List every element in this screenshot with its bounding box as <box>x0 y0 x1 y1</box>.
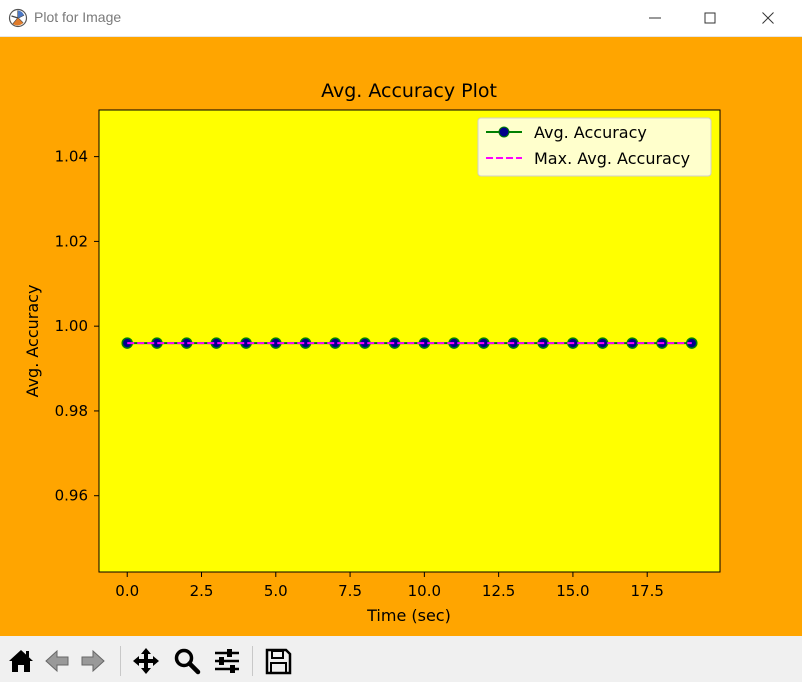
legend: Avg. Accuracy Max. Avg. Accuracy <box>477 117 712 177</box>
maximize-icon <box>704 12 716 24</box>
pan-button[interactable] <box>129 644 163 678</box>
close-icon <box>762 12 774 24</box>
move-icon <box>133 648 159 674</box>
x-tick-label: 7.5 <box>338 582 362 600</box>
x-tick-label: 12.5 <box>482 582 515 600</box>
x-axis-label: Time (sec) <box>366 606 451 625</box>
arrow-left-icon <box>45 649 69 673</box>
window-titlebar: Plot for Image <box>0 0 802 37</box>
x-tick-label: 10.0 <box>408 582 441 600</box>
home-icon <box>9 650 33 672</box>
legend-label-max-avg-accuracy: Max. Avg. Accuracy <box>534 149 690 168</box>
x-tick-label: 17.5 <box>631 582 664 600</box>
forward-button[interactable] <box>76 644 110 678</box>
axes-background <box>98 109 721 573</box>
figure-canvas[interactable]: 0.0 2.5 5.0 7.5 10.0 12.5 15.0 17.5 0.96 0.98 1.00… <box>0 37 802 636</box>
chart-title: Avg. Accuracy Plot <box>321 80 497 102</box>
window-title: Plot for Image <box>34 9 122 25</box>
maximize-button[interactable] <box>687 0 733 36</box>
zoom-button[interactable] <box>170 644 204 678</box>
toolbar-separator <box>120 646 121 676</box>
magnifier-icon <box>174 648 201 675</box>
y-tick-label: 1.04 <box>55 148 88 166</box>
x-tick-label: 0.0 <box>115 582 139 600</box>
save-button[interactable] <box>261 644 295 678</box>
legend-marker-avg-accuracy <box>498 126 510 138</box>
back-button[interactable] <box>40 644 74 678</box>
floppy-disk-icon <box>265 648 292 675</box>
minimize-icon <box>649 17 661 19</box>
plot-svg: 0.0 2.5 5.0 7.5 10.0 12.5 15.0 17.5 0.96 0.98 1.00… <box>23 80 721 625</box>
matplotlib-toolbar <box>0 636 802 682</box>
configure-subplots-button[interactable] <box>210 644 244 678</box>
y-tick-label: 1.00 <box>55 317 88 335</box>
y-axis-label: Avg. Accuracy <box>23 285 42 398</box>
legend-label-avg-accuracy: Avg. Accuracy <box>534 123 647 142</box>
x-tick-label: 15.0 <box>556 582 589 600</box>
x-tick-label: 2.5 <box>190 582 214 600</box>
app-icon <box>8 8 28 28</box>
y-tick-label: 0.96 <box>55 487 88 505</box>
x-tick-label: 5.0 <box>264 582 288 600</box>
toolbar-separator <box>252 646 253 676</box>
minimize-button[interactable] <box>632 0 678 36</box>
legend-box <box>477 117 712 177</box>
sliders-icon <box>215 649 239 673</box>
y-tick-label: 1.02 <box>55 232 88 250</box>
arrow-right-icon <box>81 649 105 673</box>
y-tick-label: 0.98 <box>55 402 88 420</box>
close-button[interactable] <box>745 0 791 36</box>
home-button[interactable] <box>4 644 38 678</box>
